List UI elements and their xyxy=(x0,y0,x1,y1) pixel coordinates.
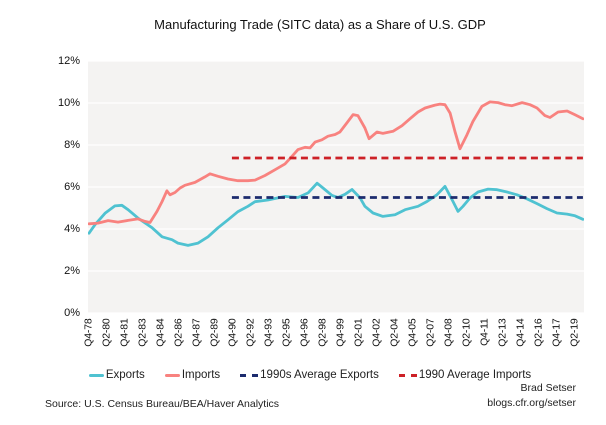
legend-label: 1990s Average Exports xyxy=(260,369,379,381)
series-line-exports xyxy=(88,181,584,247)
x-tick-label-Q4-14: Q4-14 xyxy=(514,318,527,347)
x-tick-label-Q4-02: Q4-02 xyxy=(370,318,383,347)
x-tick-label-Q2-13: Q2-13 xyxy=(496,318,509,347)
plot-area xyxy=(88,61,584,313)
x-tick-label-Q2-10: Q2-10 xyxy=(460,318,473,347)
legend-marker-icon xyxy=(88,373,104,377)
x-tick-label-Q4-08: Q4-08 xyxy=(442,318,455,347)
x-tick-label-Q4-17: Q4-17 xyxy=(550,318,563,347)
legend-marker-icon xyxy=(164,373,180,377)
source-note: Source: U.S. Census Bureau/BEA/Haver Ana… xyxy=(45,398,280,410)
y-tick-label-2%: 2% xyxy=(64,265,80,277)
y-tick-label-10%: 10% xyxy=(57,97,80,109)
legend-marker-icon xyxy=(398,373,417,377)
x-tick-label-Q2-04: Q2-04 xyxy=(388,318,401,347)
x-tick-label-Q2-01: Q2-01 xyxy=(352,318,365,347)
x-tick-label-Q4-96: Q4-96 xyxy=(298,318,311,347)
y-tick-label-0%: 0% xyxy=(64,307,80,319)
x-tick-label-Q2-19: Q2-19 xyxy=(568,318,581,347)
credit-url: blogs.cfr.org/setser xyxy=(487,397,576,409)
x-tick-label-Q4-81: Q4-81 xyxy=(118,318,131,347)
legend-item-imports: Imports xyxy=(164,369,221,381)
x-tick-label-Q2-92: Q2-92 xyxy=(244,318,257,347)
x-tick-label-Q4-84: Q4-84 xyxy=(154,318,167,347)
x-tick-label-Q2-98: Q2-98 xyxy=(316,318,329,347)
y-tick-label-4%: 4% xyxy=(64,223,80,235)
legend-marker-icon xyxy=(240,373,259,377)
x-tick-label-Q4-93: Q4-93 xyxy=(262,318,275,347)
x-tick-label-Q2-80: Q2-80 xyxy=(100,318,113,347)
y-tick-label-6%: 6% xyxy=(64,181,80,193)
x-tick-label-Q2-86: Q2-86 xyxy=(172,318,185,347)
legend-item-1990-average-imports: 1990 Average Imports xyxy=(398,369,532,381)
x-tick-label-Q4-11: Q4-11 xyxy=(478,318,491,346)
legend-item-exports: Exports xyxy=(88,369,145,381)
y-tick-label-12%: 12% xyxy=(57,55,80,67)
x-tick-label-Q2-89: Q2-89 xyxy=(208,318,221,347)
series-line-imports xyxy=(88,100,584,226)
chart-title: Manufacturing Trade (SITC data) as a Sha… xyxy=(154,17,486,32)
legend-label: Exports xyxy=(105,369,145,381)
x-tick-label-Q2-16: Q2-16 xyxy=(532,318,545,347)
x-tick-label-Q4-78: Q4-78 xyxy=(82,318,95,347)
legend: Exports Imports 1990s Average Exports 1990 … xyxy=(30,369,590,381)
x-tick-label-Q4-90: Q4-90 xyxy=(226,318,239,347)
x-tick-label-Q4-05: Q4-05 xyxy=(406,318,419,347)
x-tick-label-Q2-95: Q2-95 xyxy=(280,318,293,347)
credit-block: Brad Setser blogs.cfr.org/setser xyxy=(487,381,576,411)
legend-label: 1990 Average Imports xyxy=(418,369,532,381)
x-tick-label-Q2-07: Q2-07 xyxy=(424,318,437,347)
x-tick-label-Q2-83: Q2-83 xyxy=(136,318,149,347)
legend-label: Imports xyxy=(181,369,221,381)
y-tick-label-8%: 8% xyxy=(64,139,80,151)
legend-item-1990s-average-exports: 1990s Average Exports xyxy=(240,369,379,381)
x-tick-label-Q4-87: Q4-87 xyxy=(190,318,203,347)
credit-author: Brad Setser xyxy=(520,382,576,394)
x-tick-label-Q4-99: Q4-99 xyxy=(334,318,347,347)
